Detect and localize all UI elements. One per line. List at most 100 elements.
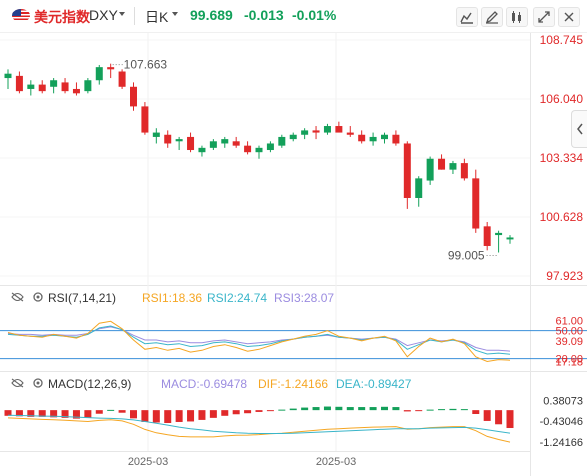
last-price: 99.689 xyxy=(190,7,233,23)
macd-bar xyxy=(278,410,285,411)
macd-bar xyxy=(449,409,456,410)
candle-body xyxy=(73,89,80,93)
macd-bar xyxy=(461,409,468,410)
symbol-name[interactable]: 美元指数 xyxy=(34,7,90,27)
candle-body xyxy=(244,146,251,153)
candle-body xyxy=(267,143,274,150)
macd-axis-label: -1.24166 xyxy=(540,437,583,449)
fullscreen-button[interactable] xyxy=(533,7,555,27)
macd-bar xyxy=(370,407,377,410)
eye-icon[interactable] xyxy=(11,377,24,389)
candle-body xyxy=(392,135,399,144)
eye-icon[interactable] xyxy=(11,291,24,303)
rsi1-value: RSI1:18.36 xyxy=(142,291,202,305)
macd-bar xyxy=(164,410,171,423)
rsi-axis-label: 39.09 xyxy=(555,336,583,348)
macd-bar xyxy=(176,410,183,422)
us-flag-icon xyxy=(12,9,30,22)
macd-bar xyxy=(210,410,217,418)
dea-value: DEA:-0.89427 xyxy=(336,377,411,391)
candle-body xyxy=(5,74,12,78)
candle-body xyxy=(62,82,69,91)
candle-body xyxy=(324,126,331,133)
macd-bar xyxy=(347,407,354,410)
macd-bar xyxy=(392,407,399,410)
divider xyxy=(134,7,135,25)
candle-body xyxy=(370,137,377,141)
draw-button[interactable] xyxy=(481,7,503,27)
macd-bar xyxy=(324,407,331,411)
collapse-arrow-icon xyxy=(576,123,584,135)
candle-body xyxy=(164,135,171,144)
dea-line xyxy=(8,415,510,433)
indicator-button[interactable] xyxy=(506,7,528,27)
collapse-panel-button[interactable] xyxy=(571,110,587,148)
price-change: -0.013 xyxy=(244,7,284,23)
rsi3-value: RSI3:28.07 xyxy=(274,291,334,305)
close-icon xyxy=(562,10,576,24)
candle-body xyxy=(96,67,103,80)
candle-body xyxy=(427,159,434,181)
macd-bar xyxy=(198,410,205,420)
indicator-icon xyxy=(510,10,524,24)
rsi2-value: RSI2:24.74 xyxy=(207,291,267,305)
period-selector[interactable]: 日K xyxy=(145,7,168,27)
macd-bar xyxy=(119,410,126,413)
high-annotation: 107.663 xyxy=(124,58,168,72)
candle-body xyxy=(176,139,183,141)
price-axis-label: 97.923 xyxy=(546,269,583,283)
candle-body xyxy=(438,159,445,170)
close-button[interactable] xyxy=(558,7,580,27)
candle-body xyxy=(472,178,479,228)
candle-body xyxy=(210,141,217,148)
period-dropdown-icon[interactable] xyxy=(172,12,178,16)
macd-bar xyxy=(290,409,297,411)
macd-axis-label: 0.38073 xyxy=(543,395,583,407)
macd-value: MACD:-0.69478 xyxy=(161,377,247,391)
candle-body xyxy=(415,178,422,198)
macd-bar xyxy=(404,410,411,411)
candle-body xyxy=(221,139,228,143)
macd-bar xyxy=(244,410,251,413)
candle-body xyxy=(301,130,308,134)
rsi-axis-label: 17.18 xyxy=(555,356,583,368)
chart-type-button[interactable] xyxy=(456,7,478,27)
candle-body xyxy=(347,133,354,135)
macd-bar xyxy=(256,410,263,412)
candle-body xyxy=(119,72,126,87)
macd-bar xyxy=(507,410,514,428)
candle-body xyxy=(484,226,491,246)
chart-type-icon xyxy=(460,10,474,24)
price-axis-label: 100.628 xyxy=(540,210,584,224)
macd-bar xyxy=(438,409,445,410)
macd-bar xyxy=(335,407,342,410)
candle-body xyxy=(404,143,411,198)
macd-bar xyxy=(84,410,91,418)
rsi-label: RSI(7,14,21) xyxy=(48,291,116,305)
macd-bar xyxy=(472,410,479,414)
candle-body xyxy=(461,163,468,178)
symbol-code[interactable]: DXY xyxy=(89,7,118,23)
candle-body xyxy=(278,137,285,146)
rsi1-line xyxy=(8,321,510,361)
macd-bar xyxy=(233,410,240,414)
candle-body xyxy=(130,87,137,107)
candle-body xyxy=(107,67,114,69)
macd-bar xyxy=(187,410,194,421)
macd-bar xyxy=(107,410,114,411)
candle-body xyxy=(198,148,205,152)
macd-bar xyxy=(141,410,148,422)
candle-body xyxy=(27,85,34,89)
candle-body xyxy=(256,148,263,152)
macd-label: MACD(12,26,9) xyxy=(48,377,131,391)
macd-bar xyxy=(358,407,365,410)
settings-gear-icon[interactable] xyxy=(32,377,44,389)
macd-bar xyxy=(495,410,502,424)
price-axis-label: 108.745 xyxy=(540,33,584,47)
settings-gear-icon[interactable] xyxy=(32,291,44,303)
macd-bar xyxy=(301,408,308,411)
symbol-dropdown-icon[interactable] xyxy=(119,12,125,16)
candle-body xyxy=(187,137,194,150)
dif-value: DIF:-1.24166 xyxy=(258,377,328,391)
